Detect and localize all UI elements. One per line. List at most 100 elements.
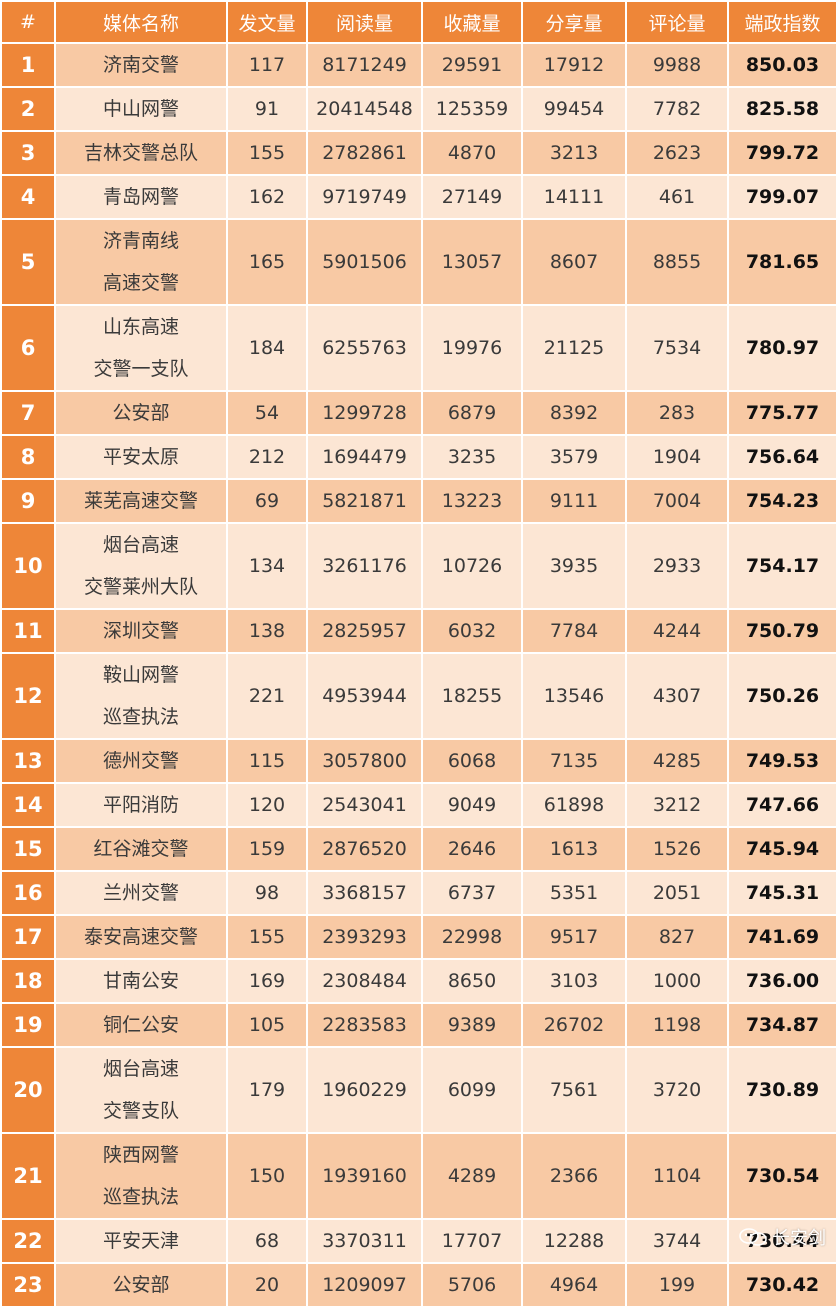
- cell-rank: 21: [0, 1132, 56, 1220]
- cell-reads: 4953944: [306, 652, 423, 740]
- table-row: 10 烟台高速 交警莱州大队 134 3261176 10726 3935 2933 754.1…: [0, 522, 836, 610]
- table-row: 13 德州交警 115 3057800 6068 7135 4285 749.53: [0, 738, 836, 784]
- cell-favorites: 6068: [421, 738, 523, 784]
- cell-media-name: 平安太原: [54, 434, 228, 480]
- cell-rank: 2: [0, 86, 56, 132]
- cell-reads: 2825957: [306, 608, 423, 654]
- col-header-media-name: 媒体名称: [54, 0, 228, 44]
- cell-index: 745.94: [727, 826, 836, 872]
- cell-shares: 3103: [521, 958, 627, 1004]
- col-header-comments: 评论量: [625, 0, 729, 44]
- cell-posts: 115: [226, 738, 308, 784]
- cell-index: 741.69: [727, 914, 836, 960]
- table-row: 14 平阳消防 120 2543041 9049 61898 3212 747.66: [0, 782, 836, 828]
- cell-comments: 2623: [625, 130, 729, 176]
- cell-favorites: 8650: [421, 958, 523, 1004]
- cell-shares: 17912: [521, 42, 627, 88]
- cell-posts: 68: [226, 1218, 308, 1264]
- cell-posts: 20: [226, 1262, 308, 1308]
- cell-shares: 9517: [521, 914, 627, 960]
- cell-shares: 3213: [521, 130, 627, 176]
- cell-media-name: 烟台高速 交警莱州大队: [54, 522, 228, 610]
- cell-shares: 21125: [521, 304, 627, 392]
- cell-reads: 2876520: [306, 826, 423, 872]
- cell-index: 730.54: [727, 1132, 836, 1220]
- table-row: 2 中山网警 91 20414548 125359 99454 7782 825.58: [0, 86, 836, 132]
- cell-media-name: 中山网警: [54, 86, 228, 132]
- table-row: 20 烟台高速 交警支队 179 1960229 6099 7561 3720 730.89: [0, 1046, 836, 1134]
- cell-reads: 1209097: [306, 1262, 423, 1308]
- table-row: 23 公安部 20 1209097 5706 4964 199 730.42: [0, 1262, 836, 1308]
- cell-favorites: 9389: [421, 1002, 523, 1048]
- cell-index: 734.87: [727, 1002, 836, 1048]
- table-row: 12 鞍山网警 巡查执法 221 4953944 18255 13546 4307 750.26: [0, 652, 836, 740]
- cell-reads: 2308484: [306, 958, 423, 1004]
- cell-index: 749.53: [727, 738, 836, 784]
- cell-reads: 1299728: [306, 390, 423, 436]
- cell-posts: 120: [226, 782, 308, 828]
- cell-favorites: 13057: [421, 218, 523, 306]
- cell-posts: 138: [226, 608, 308, 654]
- cell-posts: 54: [226, 390, 308, 436]
- media-name-line: 鞍山网警: [102, 664, 179, 686]
- cell-index: 730.44: [727, 1218, 836, 1264]
- table-row: 15 红谷滩交警 159 2876520 2646 1613 1526 745.94: [0, 826, 836, 872]
- cell-rank: 23: [0, 1262, 56, 1308]
- cell-comments: 4307: [625, 652, 729, 740]
- cell-shares: 26702: [521, 1002, 627, 1048]
- cell-favorites: 6099: [421, 1046, 523, 1134]
- cell-comments: 199: [625, 1262, 729, 1308]
- cell-shares: 13546: [521, 652, 627, 740]
- col-header-index: 端政指数: [727, 0, 836, 44]
- cell-posts: 179: [226, 1046, 308, 1134]
- cell-index: 799.07: [727, 174, 836, 220]
- cell-comments: 283: [625, 390, 729, 436]
- table-row: 17 泰安高速交警 155 2393293 22998 9517 827 741.69: [0, 914, 836, 960]
- wechat-icon: [738, 1227, 768, 1247]
- table-row: 5 济青南线 高速交警 165 5901506 13057 8607 8855 781.65: [0, 218, 836, 306]
- media-name-line: 济南交警: [102, 54, 179, 76]
- cell-rank: 12: [0, 652, 56, 740]
- cell-reads: 1939160: [306, 1132, 423, 1220]
- cell-shares: 3935: [521, 522, 627, 610]
- media-name-line: 中山网警: [102, 98, 179, 120]
- table-row: 4 青岛网警 162 9719749 27149 14111 461 799.07: [0, 174, 836, 220]
- cell-rank: 4: [0, 174, 56, 220]
- cell-comments: 7534: [625, 304, 729, 392]
- cell-media-name: 平阳消防: [54, 782, 228, 828]
- cell-media-name: 济南交警: [54, 42, 228, 88]
- cell-rank: 19: [0, 1002, 56, 1048]
- cell-posts: 105: [226, 1002, 308, 1048]
- cell-shares: 8607: [521, 218, 627, 306]
- cell-rank: 6: [0, 304, 56, 392]
- cell-favorites: 6879: [421, 390, 523, 436]
- media-name-line: 交警一支队: [93, 358, 189, 380]
- media-name-line: 深圳交警: [102, 620, 179, 642]
- table-row: 21 陕西网警 巡查执法 150 1939160 4289 2366 1104 730.54: [0, 1132, 836, 1220]
- cell-reads: 3368157: [306, 870, 423, 916]
- cell-reads: 2543041: [306, 782, 423, 828]
- media-name-line: 吉林交警总队: [83, 142, 198, 164]
- cell-index: 825.58: [727, 86, 836, 132]
- cell-comments: 3212: [625, 782, 729, 828]
- media-name-line: 平安太原: [102, 446, 179, 468]
- cell-media-name: 公安部: [54, 1262, 228, 1308]
- table-row: 3 吉林交警总队 155 2782861 4870 3213 2623 799.72: [0, 130, 836, 176]
- cell-media-name: 济青南线 高速交警: [54, 218, 228, 306]
- cell-media-name: 甘南公安: [54, 958, 228, 1004]
- cell-index: 850.03: [727, 42, 836, 88]
- media-name-line: 烟台高速: [102, 534, 179, 556]
- cell-favorites: 5706: [421, 1262, 523, 1308]
- cell-rank: 13: [0, 738, 56, 784]
- cell-shares: 5351: [521, 870, 627, 916]
- cell-reads: 6255763: [306, 304, 423, 392]
- col-header-reads: 阅读量: [306, 0, 423, 44]
- cell-favorites: 13223: [421, 478, 523, 524]
- cell-media-name: 公安部: [54, 390, 228, 436]
- cell-shares: 7135: [521, 738, 627, 784]
- table-row: 6 山东高速 交警一支队 184 6255763 19976 21125 7534 780.97: [0, 304, 836, 392]
- cell-rank: 22: [0, 1218, 56, 1264]
- cell-rank: 3: [0, 130, 56, 176]
- cell-comments: 8855: [625, 218, 729, 306]
- cell-media-name: 烟台高速 交警支队: [54, 1046, 228, 1134]
